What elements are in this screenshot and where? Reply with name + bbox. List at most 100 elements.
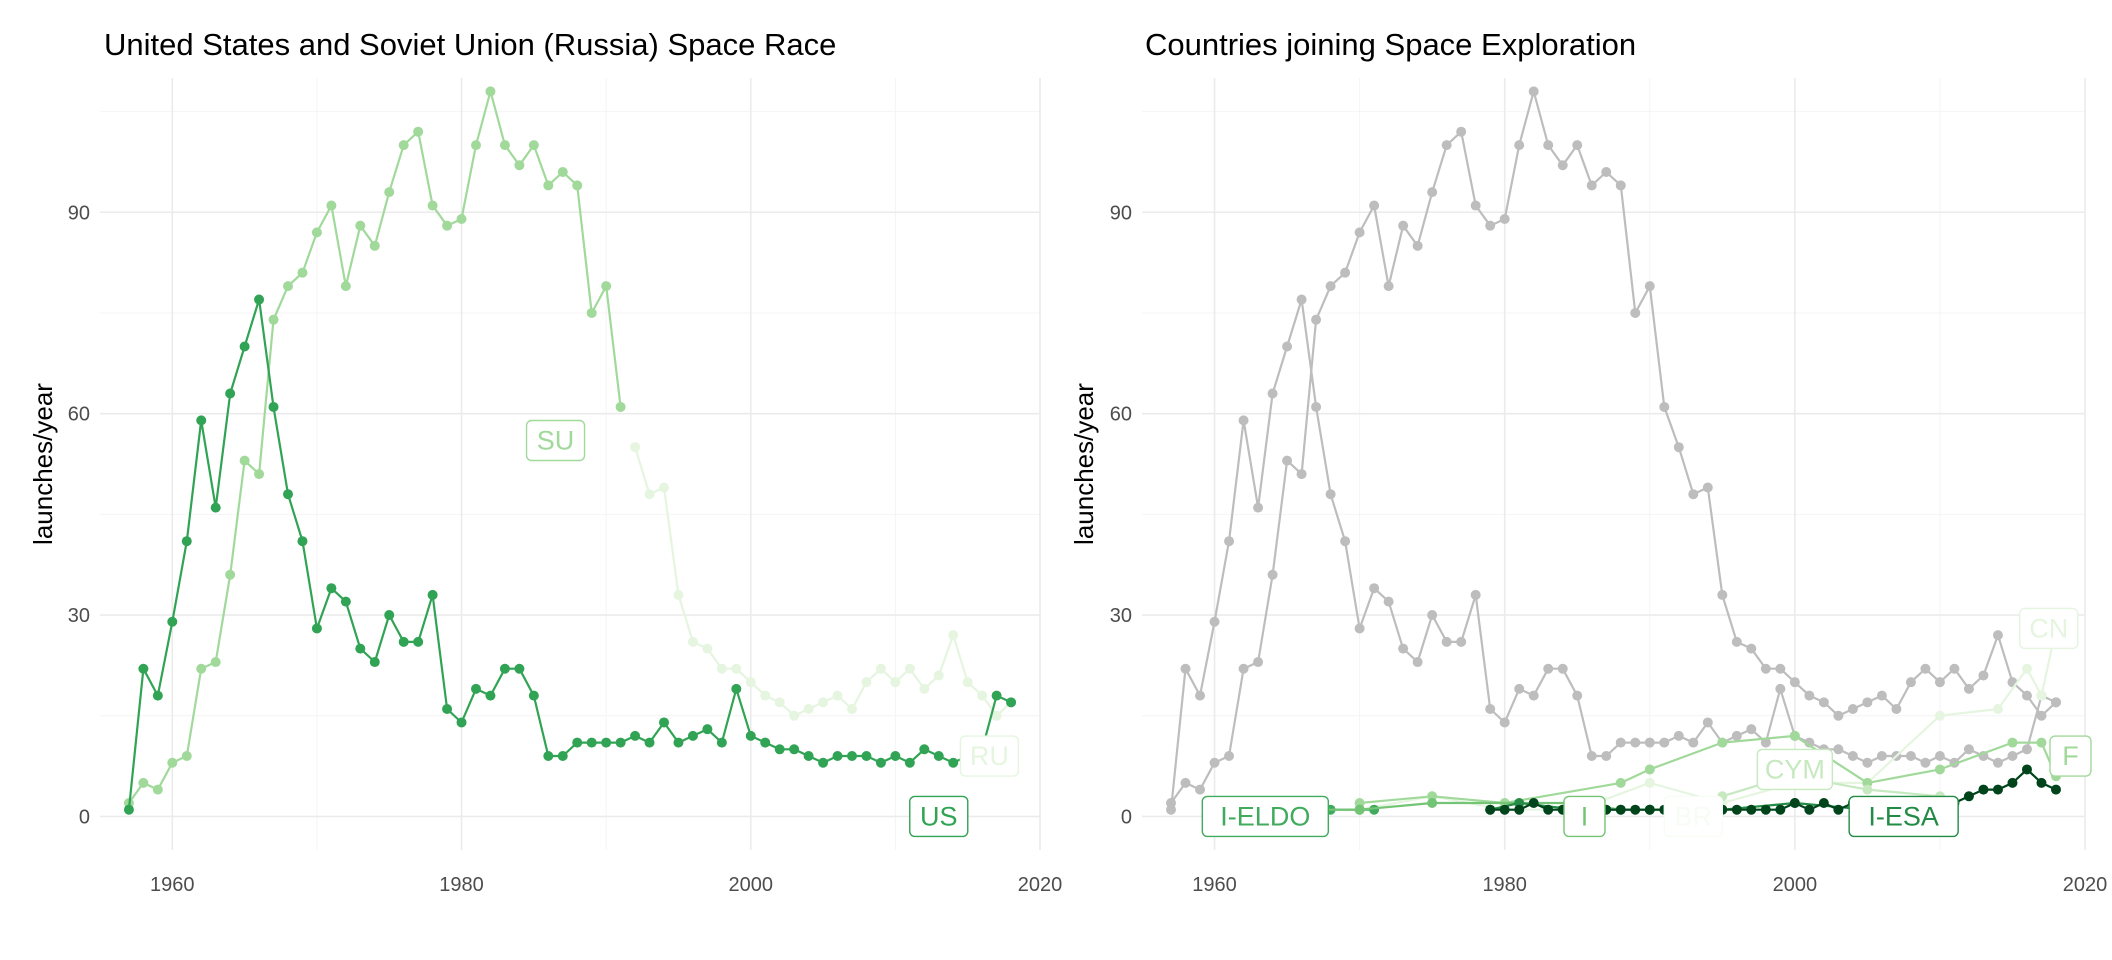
data-point bbox=[1427, 610, 1438, 621]
label-i: I bbox=[1563, 795, 1606, 838]
data-point bbox=[861, 677, 872, 688]
data-point bbox=[1586, 180, 1597, 191]
y-tick-label: 90 bbox=[68, 202, 90, 224]
data-point bbox=[1760, 804, 1771, 815]
data-point bbox=[731, 663, 742, 674]
chart-title: United States and Soviet Union (Russia) … bbox=[104, 27, 836, 62]
label-box bbox=[1201, 795, 1330, 838]
data-point bbox=[1601, 166, 1612, 177]
data-point bbox=[1833, 804, 1844, 815]
data-point bbox=[1644, 737, 1655, 748]
label-text: CYM bbox=[1765, 754, 1825, 784]
data-point bbox=[528, 140, 539, 151]
data-point bbox=[311, 227, 322, 238]
data-point bbox=[1920, 663, 1931, 674]
data-point bbox=[1572, 140, 1583, 151]
data-point bbox=[760, 737, 771, 748]
data-point bbox=[687, 636, 698, 647]
data-point bbox=[210, 657, 221, 668]
data-point bbox=[1224, 536, 1235, 547]
data-point bbox=[1630, 307, 1641, 318]
label-text: I-ELDO bbox=[1220, 801, 1310, 831]
data-point bbox=[1934, 710, 1945, 721]
data-point bbox=[572, 737, 583, 748]
data-point bbox=[1920, 757, 1931, 768]
data-point bbox=[1862, 757, 1873, 768]
data-point bbox=[355, 220, 366, 231]
data-point bbox=[1833, 710, 1844, 721]
data-point bbox=[1267, 388, 1278, 399]
series-su bbox=[123, 86, 626, 809]
data-point bbox=[1789, 798, 1800, 809]
data-point bbox=[1731, 730, 1742, 741]
data-point bbox=[890, 751, 901, 762]
data-point bbox=[1702, 717, 1713, 728]
data-point bbox=[1731, 804, 1742, 815]
data-point bbox=[1238, 415, 1249, 426]
data-point bbox=[1673, 730, 1684, 741]
data-point bbox=[1775, 804, 1786, 815]
label-cym: CYM bbox=[1756, 748, 1834, 791]
data-point bbox=[1296, 469, 1307, 480]
data-point bbox=[398, 636, 409, 647]
data-point bbox=[485, 690, 496, 701]
data-point bbox=[557, 166, 568, 177]
data-point bbox=[890, 677, 901, 688]
data-point bbox=[1427, 187, 1438, 198]
data-point bbox=[1514, 140, 1525, 151]
data-point bbox=[1717, 589, 1728, 600]
data-point bbox=[340, 281, 351, 292]
data-point bbox=[2036, 710, 2047, 721]
x-tick-label: 2000 bbox=[1773, 874, 1818, 896]
data-point bbox=[1427, 798, 1438, 809]
data-point bbox=[369, 657, 380, 668]
data-point bbox=[2021, 663, 2032, 674]
data-point bbox=[1514, 804, 1525, 815]
us-soviet-chart-panel: 1960 1980 2000 2020 0 30 60 90 United States and… bbox=[28, 27, 1062, 896]
data-point bbox=[601, 281, 612, 292]
data-point bbox=[1688, 737, 1699, 748]
label-i-eldo: I-ELDO bbox=[1201, 795, 1330, 838]
y-tick-label: 60 bbox=[1110, 404, 1132, 426]
data-point bbox=[630, 442, 641, 453]
data-point bbox=[687, 730, 698, 741]
data-point bbox=[543, 180, 554, 191]
data-point bbox=[1325, 281, 1336, 292]
data-point bbox=[1789, 730, 1800, 741]
chart-title: Countries joining Space Exploration bbox=[1145, 27, 1636, 62]
data-point bbox=[1441, 140, 1452, 151]
label-text: CN bbox=[2029, 613, 2068, 643]
data-point bbox=[1485, 704, 1496, 715]
label-f: F bbox=[2049, 735, 2092, 777]
x-tick-label: 1960 bbox=[150, 874, 195, 896]
data-point bbox=[268, 314, 279, 325]
data-point bbox=[2007, 777, 2018, 788]
data-point bbox=[1499, 804, 1510, 815]
data-point bbox=[1441, 636, 1452, 647]
label-text: I bbox=[1581, 801, 1589, 831]
data-point bbox=[442, 220, 453, 231]
label-box bbox=[1563, 795, 1606, 838]
label-text: I-ESA bbox=[1868, 801, 1939, 831]
y-tick-label: 90 bbox=[1110, 202, 1132, 224]
data-point bbox=[1557, 663, 1568, 674]
data-point bbox=[152, 784, 163, 795]
data-point bbox=[991, 690, 1002, 701]
data-point bbox=[644, 737, 655, 748]
data-point bbox=[774, 697, 785, 708]
data-point bbox=[1804, 804, 1815, 815]
data-point bbox=[1601, 751, 1612, 762]
data-point bbox=[586, 307, 597, 318]
data-point bbox=[442, 704, 453, 715]
data-point bbox=[1992, 630, 2003, 641]
data-point bbox=[1891, 704, 1902, 715]
data-point bbox=[427, 200, 438, 211]
data-point bbox=[1282, 341, 1293, 352]
data-point bbox=[514, 663, 525, 674]
data-point bbox=[2021, 690, 2032, 701]
data-point bbox=[1644, 777, 1655, 788]
x-tick-label: 1980 bbox=[439, 874, 484, 896]
data-point bbox=[1543, 663, 1554, 674]
data-point bbox=[1992, 704, 2003, 715]
